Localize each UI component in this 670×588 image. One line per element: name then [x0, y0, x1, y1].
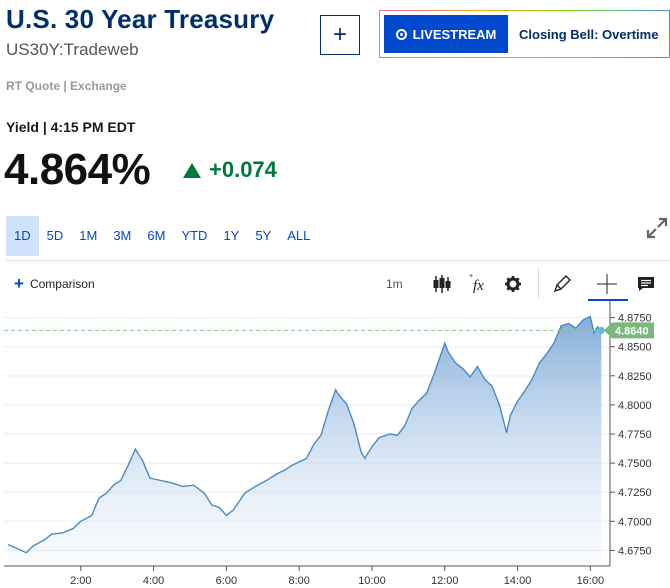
yield-line [7, 315, 602, 554]
range-tab-1y[interactable]: 1Y [223, 228, 240, 243]
show-title[interactable]: Closing Bell: Overtime [519, 26, 659, 42]
comparison-button[interactable]: + Comparison [14, 274, 95, 293]
x-tick-label: 16:00 [577, 575, 605, 587]
livestream-label: LIVESTREAM [412, 26, 497, 42]
range-tabs: 1D 5D 1M 3M 6M YTD 1Y 5Y ALL [6, 216, 318, 256]
livestream-banner[interactable]: LIVESTREAM Closing Bell: Overtime [379, 10, 670, 58]
last-value-label: 4.8640 [615, 325, 649, 337]
y-tick-label: 4.8750 [618, 313, 652, 325]
x-tick-label: 6:00 [216, 575, 237, 587]
x-tick-label: 8:00 [288, 575, 309, 587]
quote-source: RT Quote | Exchange [6, 79, 127, 93]
y-tick-label: 4.8250 [618, 371, 652, 383]
pencil-draw-icon[interactable] [551, 272, 573, 296]
indicators-fx-icon[interactable]: + fx [467, 272, 489, 296]
y-tick-label: 4.7000 [618, 516, 652, 528]
x-tick-label: 14:00 [504, 575, 532, 587]
chart-toolbar: + Comparison 1m + fx [6, 266, 670, 302]
last-value-tag-shape [604, 322, 654, 339]
gear-icon[interactable] [503, 272, 523, 296]
y-tick-label: 4.7750 [618, 429, 652, 441]
svg-text:+: + [469, 273, 473, 280]
add-to-watchlist-button[interactable]: + [320, 15, 360, 55]
y-tick-label: 4.8000 [618, 400, 652, 412]
price-change: +0.074 [183, 157, 277, 183]
range-tab-1m[interactable]: 1M [79, 228, 98, 243]
range-tab-1d[interactable]: 1D [6, 216, 39, 256]
plus-icon: + [14, 274, 24, 293]
page-title: U.S. 30 Year Treasury [6, 4, 275, 34]
livestream-button[interactable]: LIVESTREAM [384, 15, 508, 53]
up-arrow-icon [183, 162, 201, 178]
last-value-tag: 4.8640 [604, 322, 654, 339]
comparison-label: Comparison [29, 277, 95, 291]
x-tick-label: 10:00 [358, 575, 386, 587]
interval-button[interactable]: 1m [386, 277, 403, 291]
y-tick-label: 4.7250 [618, 487, 652, 499]
yield-time-label: Yield | 4:15 PM EDT [6, 119, 136, 135]
range-tab-all[interactable]: ALL [287, 228, 311, 243]
range-tab-3m[interactable]: 3M [113, 228, 132, 243]
toolbar-separator [538, 268, 539, 298]
last-value-dot [597, 326, 605, 334]
x-tick-label: 12:00 [431, 575, 459, 587]
chart-divider [6, 260, 670, 261]
comment-icon[interactable] [636, 272, 656, 296]
yield-chart[interactable]: 4.8750 4.8500 4.8250 4.8000 4.7750 4.7500 4.72… [0, 300, 670, 588]
expand-icon[interactable] [645, 216, 669, 240]
crosshair-icon[interactable] [596, 272, 618, 296]
range-tab-ytd[interactable]: YTD [181, 228, 208, 243]
x-tick-label: 2:00 [70, 575, 91, 587]
yield-area [8, 316, 602, 566]
range-tab-5y[interactable]: 5Y [255, 228, 272, 243]
range-tab-6m[interactable]: 6M [147, 228, 166, 243]
change-value: +0.074 [209, 157, 277, 182]
y-tick-label: 4.6750 [618, 545, 652, 557]
candlestick-icon[interactable] [431, 272, 453, 296]
last-price: 4.864% [4, 145, 151, 194]
crosshair-active-underline [588, 299, 628, 301]
svg-text:fx: fx [473, 278, 484, 294]
x-tick-label: 4:00 [143, 575, 164, 587]
y-tick-label: 4.7500 [618, 458, 652, 470]
y-tick-label: 4.8500 [618, 342, 652, 354]
range-tab-5d[interactable]: 5D [46, 228, 64, 243]
live-radio-icon [395, 28, 407, 40]
symbol-label: US30Y:Tradeweb [6, 40, 139, 59]
